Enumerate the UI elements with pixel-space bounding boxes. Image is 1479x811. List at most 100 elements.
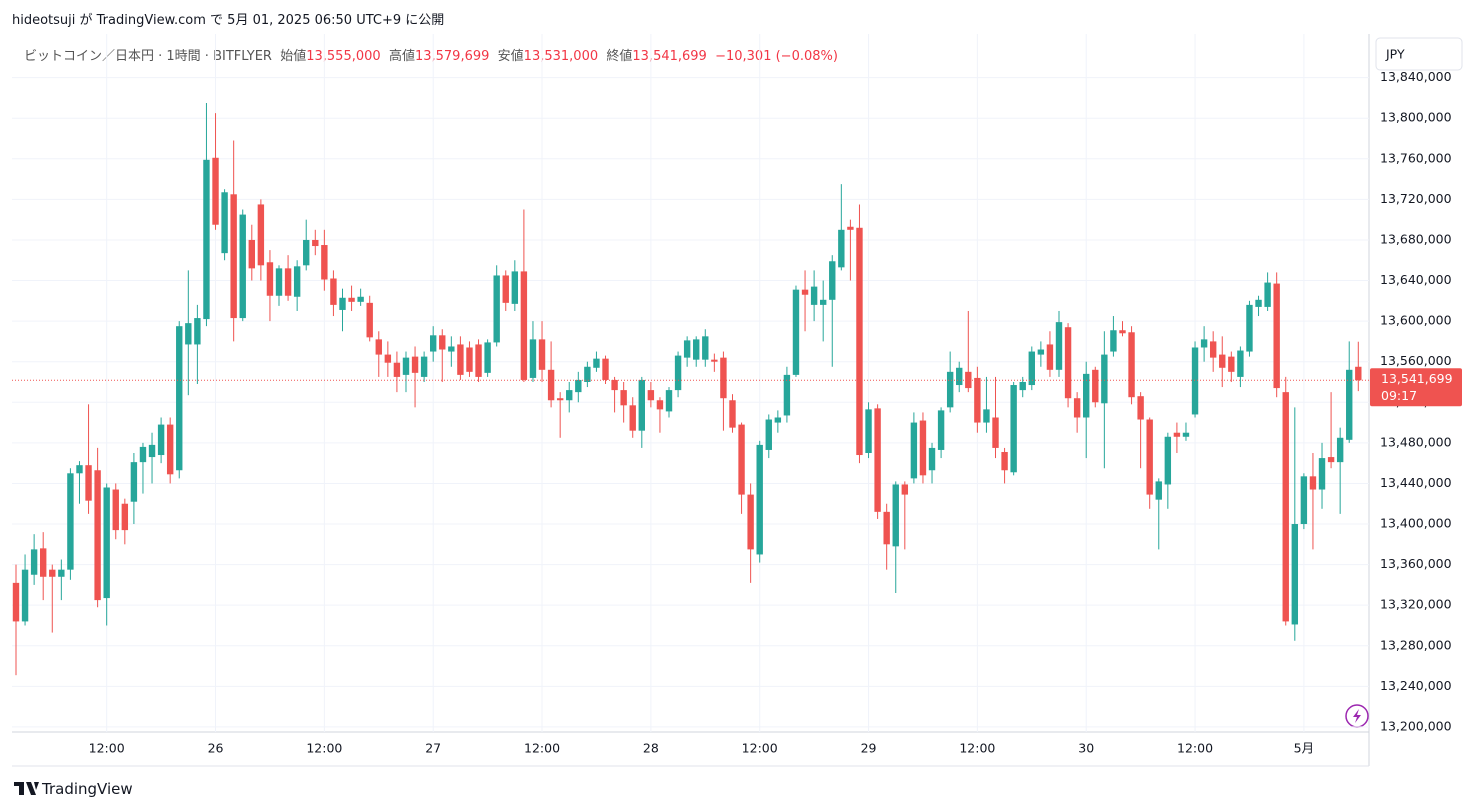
candle-body [1309, 476, 1317, 490]
candle-body [1219, 354, 1226, 368]
candle-body [321, 245, 328, 280]
candle-body [729, 400, 736, 428]
candle-body [783, 374, 791, 416]
candle-body [602, 358, 609, 380]
candle-body [466, 347, 473, 372]
legend-label: 安値 [497, 49, 524, 64]
candle-body [448, 346, 455, 352]
legend-label: 始値 [280, 49, 307, 64]
y-tick-label: 13,320,000 [1380, 597, 1452, 612]
candle-body [892, 484, 899, 547]
currency-label[interactable]: JPY [1385, 47, 1405, 62]
x-tick-label: 28 [643, 741, 659, 756]
candle-body [547, 369, 555, 401]
candle-body [983, 409, 990, 423]
candle-body [1346, 369, 1353, 440]
candle-body [847, 226, 854, 230]
candle-body [1064, 327, 1072, 399]
candle-body [484, 342, 491, 373]
y-tick-label: 13,440,000 [1380, 475, 1452, 490]
candle-body [203, 159, 210, 320]
last-price-box [1370, 368, 1462, 407]
candle-body [1137, 396, 1144, 420]
candle-body [1355, 366, 1362, 381]
candle-body [1273, 283, 1280, 389]
lightning-glyph [1353, 709, 1361, 723]
last-price-label: 13,541,699 [1381, 371, 1453, 386]
candle-body [1264, 282, 1271, 307]
candle-body [865, 409, 872, 454]
x-tick-label: 12:00 [306, 741, 342, 756]
candle-body [212, 157, 219, 225]
publish-header: hideotsuji が TradingView.com で 5月 01, 20… [12, 13, 445, 28]
candle-body [901, 484, 909, 495]
candle-body [1019, 381, 1026, 391]
legend-change: −10,301 (−0.08%) [715, 49, 838, 64]
candle-body [956, 367, 963, 386]
candle-body [85, 465, 92, 501]
candle-body [157, 424, 165, 456]
candle-body [103, 487, 110, 599]
candle-body [12, 582, 20, 622]
candle-body [402, 357, 410, 375]
candle-body [121, 503, 129, 531]
x-tick-label: 30 [1078, 741, 1094, 756]
candle-body [620, 390, 627, 406]
candle-body [1128, 332, 1135, 398]
candle-body [21, 569, 29, 622]
candle-body [420, 356, 428, 377]
candle-body [293, 266, 301, 297]
candle-body [946, 371, 954, 408]
x-tick-label: 26 [208, 741, 224, 756]
candle-body [665, 390, 673, 412]
candle-body [1327, 457, 1335, 463]
currency-box[interactable] [1375, 37, 1463, 71]
candle-body [357, 296, 364, 302]
candle-body [1191, 347, 1199, 415]
candle-body [702, 336, 709, 360]
candle-body [275, 268, 283, 296]
candle-body [1173, 432, 1181, 437]
candle-body [1119, 330, 1126, 334]
candle-body [49, 569, 56, 577]
candle-body [910, 422, 918, 479]
candles [12, 102, 1362, 676]
candle-body [185, 323, 192, 345]
candle-body [629, 405, 636, 431]
candle-body [738, 424, 745, 495]
candle-body [1228, 356, 1235, 372]
x-tick-label: 29 [861, 741, 877, 756]
countdown-label: 09:17 [1381, 388, 1417, 403]
candle-body [765, 419, 772, 450]
candle-body [1300, 476, 1308, 525]
candle-body [330, 278, 337, 305]
candle-body [774, 417, 782, 423]
candle-body [1164, 436, 1172, 485]
candle-body [1209, 341, 1217, 358]
y-tick-label: 13,200,000 [1380, 718, 1452, 733]
candle-body [1318, 458, 1326, 490]
y-tick-label: 13,720,000 [1380, 191, 1452, 206]
x-tick-label: 12:00 [524, 741, 560, 756]
candle-body [711, 359, 718, 362]
candle-body [1255, 299, 1262, 307]
candle-body [375, 339, 382, 355]
legend-label: 終値 [606, 49, 633, 64]
candle-body [312, 239, 319, 247]
candle-body [992, 417, 999, 448]
x-tick-label: 12:00 [959, 741, 995, 756]
candle-body [611, 379, 618, 391]
candle-body [683, 340, 691, 358]
candle-body [566, 390, 573, 401]
candle-body [39, 548, 47, 577]
candle-body [1073, 398, 1081, 418]
candle-body [1200, 339, 1208, 348]
legend-label: 高値 [388, 49, 415, 64]
candle-body [674, 355, 682, 391]
candle-body [1055, 322, 1063, 370]
candle-body [112, 489, 119, 531]
candle-body [230, 194, 237, 319]
symbol-title: ビットコイン／日本円 · 1時間 · BITFLYER [24, 49, 272, 64]
candle-body [838, 229, 845, 268]
